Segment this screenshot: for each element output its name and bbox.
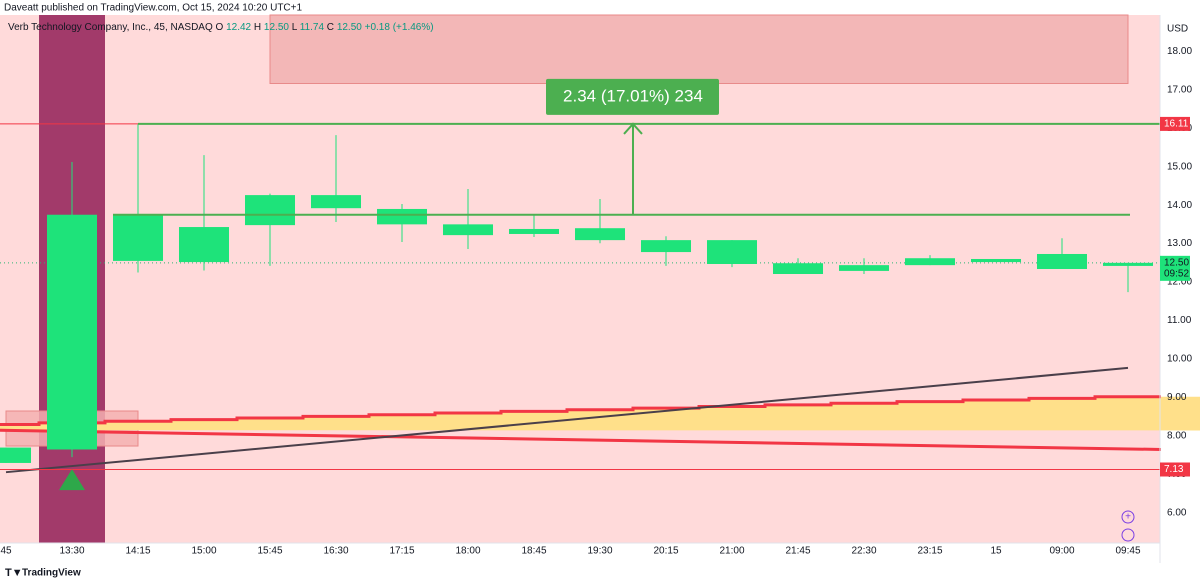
candle-body (905, 258, 955, 266)
x-tick-label: 18:45 (521, 546, 546, 557)
x-tick-label: 15:45 (257, 546, 282, 557)
candle-body (971, 258, 1021, 263)
candle-body (707, 240, 757, 264)
price-tag (1160, 116, 1190, 131)
x-tick-label: 09:00 (1049, 546, 1074, 557)
x-tick-label: 45 (0, 546, 12, 557)
ohlc-key: O (216, 22, 224, 33)
x-tick-label: 09:45 (1115, 546, 1140, 557)
last-price-time: 09:52 (1164, 268, 1189, 279)
x-tick-label: 13:30 (59, 546, 84, 557)
ohlc-key: H (254, 22, 261, 33)
brand: TradingView (22, 568, 81, 579)
candle-body (113, 214, 163, 261)
band-fill (0, 396, 1200, 431)
logo: T▼ (5, 567, 23, 579)
candle-body (179, 227, 229, 263)
change: +0.18 (+1.46%) (365, 22, 434, 33)
x-tick-label: 22:30 (851, 546, 876, 557)
candle-body (1037, 253, 1087, 269)
y-tick-label: 11.00 (1167, 315, 1192, 326)
ohlc-key: L (292, 22, 298, 33)
x-tick-label: 21:45 (785, 546, 810, 557)
published: Daveatt published on TradingView.com, Oc… (4, 3, 302, 14)
measure-box (546, 78, 719, 115)
price-tag-label: 7.13 (1164, 464, 1184, 475)
x-tick-label: 20:15 (653, 546, 678, 557)
legend: Verb Technology Company, Inc., 45, NASDA… (8, 22, 434, 33)
x-tick-label: 15:00 (191, 546, 216, 557)
candle-body (245, 195, 295, 226)
measure-label: 2.34 (17.01%) 234 (563, 86, 703, 105)
x-tick-label: 18:00 (455, 546, 480, 557)
candle-body (311, 195, 361, 209)
x-tick-label: 23:15 (917, 546, 942, 557)
y-tick-label: 10.00 (1167, 354, 1192, 365)
last-price-tag (1160, 255, 1190, 281)
y-tick-label: 8.00 (1167, 431, 1187, 442)
candle-body (1103, 262, 1153, 266)
band-lower (0, 428, 1162, 451)
measure-arrow (623, 122, 643, 215)
candle-body (443, 224, 493, 236)
ohlc-value: 12.50 (264, 22, 289, 33)
y-tick-label: 14.00 (1167, 200, 1192, 211)
y-tick-label: 6.00 (1167, 508, 1187, 519)
x-tick-label: 15 (990, 546, 1002, 557)
candle-body (0, 447, 31, 463)
symbol: Verb Technology Company, Inc., 45, NASDA… (8, 22, 213, 33)
signal-triangle (59, 469, 85, 491)
x-tick-label: 14:15 (125, 546, 150, 557)
price-tag (1160, 462, 1190, 477)
band-upper (0, 395, 1161, 426)
candle-body (839, 265, 889, 271)
trendline (5, 366, 1129, 474)
x-tick-label: 19:30 (587, 546, 612, 557)
add-icon[interactable] (1121, 510, 1135, 524)
ohlc-value: 11.74 (300, 22, 325, 33)
x-tick-label: 16:30 (323, 546, 348, 557)
y-tick-label: 18.00 (1167, 46, 1192, 57)
ohlc-value: 12.50 (337, 22, 362, 33)
price-tag-label: 16.11 (1164, 119, 1189, 130)
candle-body (47, 214, 97, 450)
x-tick-label: 17:15 (389, 546, 414, 557)
candle-body (773, 263, 823, 274)
alert-icon[interactable] (1121, 528, 1135, 542)
y-tick-label: 12.00 (1167, 277, 1192, 288)
currency: USD (1167, 24, 1188, 35)
ohlc-value: 12.42 (226, 22, 251, 33)
last-price-label: 12.50 (1164, 257, 1189, 268)
candle-body (641, 240, 691, 253)
y-tick-label: 15.00 (1167, 161, 1192, 172)
y-tick-label: 9.00 (1167, 392, 1187, 403)
candle-body (575, 228, 625, 241)
x-tick-label: 21:00 (719, 546, 744, 557)
add-icon[interactable]: + (1125, 512, 1131, 523)
y-tick-label: 13.00 (1167, 238, 1192, 249)
y-tick-label: 17.00 (1167, 84, 1192, 95)
candle-body (509, 228, 559, 234)
candle-body (377, 208, 427, 225)
ohlc-key: C (327, 22, 334, 33)
